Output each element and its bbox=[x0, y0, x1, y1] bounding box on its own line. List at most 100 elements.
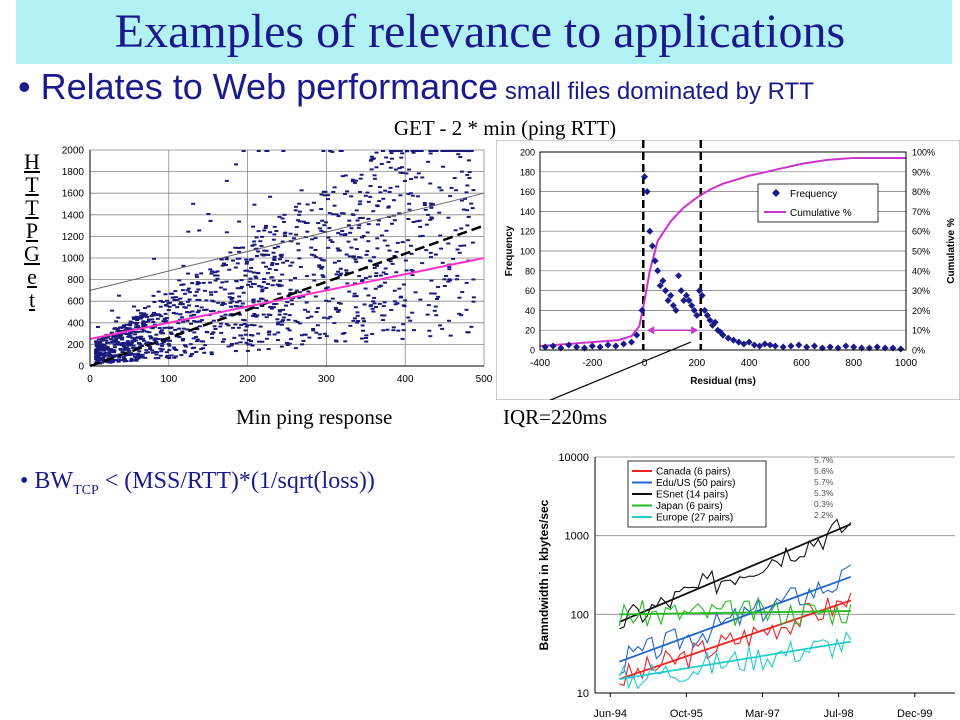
scatter-point bbox=[157, 313, 162, 316]
scatter-point bbox=[297, 291, 302, 294]
scatter-point bbox=[254, 247, 259, 250]
scatter-point bbox=[467, 170, 472, 173]
scatter-point bbox=[410, 274, 415, 277]
frequency-point bbox=[690, 306, 698, 314]
scatter-point bbox=[358, 190, 363, 193]
scatter-point bbox=[368, 305, 373, 308]
scatter-point bbox=[167, 344, 172, 347]
scatter-point bbox=[429, 292, 434, 295]
scatter-point bbox=[218, 325, 223, 328]
scatter-point bbox=[346, 240, 351, 243]
scatter-point bbox=[373, 274, 378, 277]
scatter-point bbox=[244, 325, 249, 328]
scatter-point bbox=[110, 309, 115, 312]
scatter-point bbox=[100, 358, 105, 361]
residual-y-tick-label: 0 bbox=[530, 346, 535, 356]
scatter-point bbox=[325, 198, 330, 201]
scatter-point bbox=[167, 305, 172, 308]
scatter-point bbox=[213, 290, 218, 293]
scatter-point bbox=[193, 294, 198, 297]
scatter-point bbox=[285, 341, 290, 344]
scatter-point bbox=[290, 303, 295, 306]
scatter-point bbox=[275, 283, 280, 286]
scatter-point bbox=[194, 350, 199, 353]
scatter-point bbox=[336, 310, 341, 313]
scatter-point bbox=[347, 255, 352, 258]
get-formula-label: GET - 2 * min (ping RTT) bbox=[393, 116, 617, 140]
scatter-point bbox=[381, 271, 386, 274]
scatter-point bbox=[383, 189, 388, 192]
scatter-point bbox=[350, 213, 355, 216]
scatter-grid bbox=[89, 149, 485, 367]
scatter-point bbox=[257, 285, 262, 288]
scatter-point bbox=[359, 173, 364, 176]
scatter-point bbox=[316, 307, 321, 310]
scatter-point bbox=[245, 260, 250, 263]
scatter-point bbox=[262, 229, 267, 232]
scatter-point bbox=[288, 292, 293, 295]
scatter-point bbox=[461, 208, 466, 211]
scatter-point bbox=[111, 360, 116, 363]
scatter-point bbox=[317, 264, 322, 267]
scatter-point bbox=[204, 308, 209, 311]
scatter-point bbox=[425, 313, 430, 316]
scatter-point bbox=[224, 323, 229, 326]
scatter-point bbox=[302, 333, 307, 336]
scatter-point bbox=[173, 290, 178, 293]
scatter-point bbox=[305, 230, 310, 233]
scatter-point bbox=[438, 324, 443, 327]
scatter-point bbox=[234, 163, 239, 166]
scatter-point bbox=[324, 335, 329, 338]
scatter-point bbox=[378, 274, 383, 277]
frequency-point bbox=[695, 287, 703, 295]
scatter-point bbox=[194, 290, 199, 293]
scatter-point bbox=[358, 177, 363, 180]
scatter-point bbox=[109, 338, 114, 341]
scatter-point bbox=[229, 298, 234, 301]
scatter-point bbox=[277, 215, 282, 218]
frequency-point bbox=[714, 326, 722, 334]
scatter-point bbox=[254, 236, 259, 239]
scatter-point bbox=[164, 351, 169, 354]
scatter-point bbox=[227, 292, 232, 295]
frequency-point bbox=[735, 338, 743, 346]
scatter-point bbox=[371, 210, 376, 213]
scatter-point bbox=[380, 314, 385, 317]
scatter-point bbox=[136, 357, 141, 360]
scatter-point bbox=[429, 206, 434, 209]
scatter-point bbox=[236, 246, 241, 249]
scatter-point bbox=[462, 244, 467, 247]
scatter-point bbox=[351, 319, 356, 322]
scatter-point bbox=[348, 231, 353, 234]
scatter-point bbox=[96, 357, 101, 360]
scatter-point bbox=[419, 150, 424, 152]
scatter-point bbox=[471, 278, 476, 281]
residual-plot-border bbox=[539, 151, 907, 351]
scatter-point bbox=[427, 329, 432, 332]
scatter-point bbox=[322, 332, 327, 335]
scatter-point bbox=[319, 267, 324, 270]
scatter-point bbox=[237, 257, 242, 260]
frequency-point bbox=[693, 311, 701, 319]
scatter-point bbox=[345, 190, 350, 193]
scatter-point bbox=[326, 300, 331, 303]
scatter-point bbox=[285, 259, 290, 262]
scatter-point bbox=[212, 271, 217, 274]
scatter-point bbox=[104, 336, 109, 339]
scatter-point bbox=[260, 340, 265, 343]
scatter-point bbox=[320, 274, 325, 277]
bw-text: BW bbox=[34, 468, 74, 494]
scatter-point bbox=[463, 197, 468, 200]
scatter-point bbox=[320, 219, 325, 222]
scatter-point bbox=[161, 341, 166, 344]
scatter-point bbox=[272, 257, 277, 260]
scatter-point bbox=[317, 227, 322, 230]
scatter-point bbox=[128, 320, 133, 323]
bullet-web-performance: • Relates to Web performance small files… bbox=[18, 66, 814, 108]
scatter-point bbox=[144, 351, 149, 354]
bandwidth-trend-line bbox=[619, 575, 852, 663]
scatter-point bbox=[194, 275, 199, 278]
scatter-point bbox=[278, 258, 283, 261]
scatter-point bbox=[330, 297, 335, 300]
scatter-point bbox=[393, 168, 398, 171]
